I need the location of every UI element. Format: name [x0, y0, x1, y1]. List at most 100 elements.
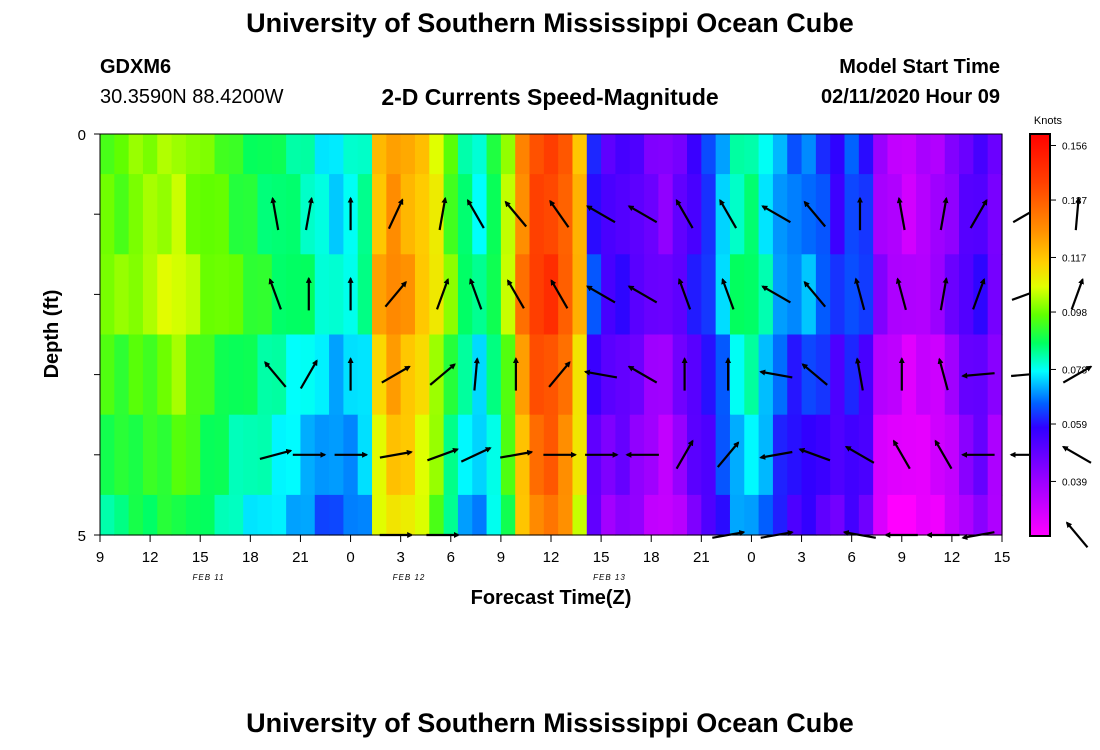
heatmap-cell: [472, 174, 488, 255]
heatmap-cell: [386, 494, 402, 536]
heatmap-cell: [257, 254, 273, 336]
current-vector-arrow: [469, 277, 483, 310]
heatmap-cell: [815, 174, 831, 255]
heatmap-cell: [142, 414, 158, 496]
heatmap-cell: [400, 254, 416, 336]
heatmap-cell: [114, 494, 130, 536]
heatmap-cell: [701, 414, 717, 496]
heatmap-cell: [271, 494, 287, 536]
heatmap-cell: [486, 174, 502, 255]
heatmap-cell: [715, 494, 731, 536]
footer-title: University of Southern Mississippi Ocean…: [246, 708, 854, 738]
current-vector-arrow: [972, 277, 986, 310]
current-vector-arrow: [1065, 521, 1089, 549]
heatmap-cell: [944, 334, 960, 416]
current-vector-arrow: [435, 277, 450, 310]
heatmap-cell: [257, 174, 273, 255]
heatmap-cell: [930, 414, 946, 496]
current-vector-arrow: [627, 205, 658, 224]
heatmap-cell: [200, 174, 216, 255]
current-vector-arrow: [969, 198, 988, 229]
heatmap-cell: [157, 174, 173, 255]
heatmap-cell: [930, 334, 946, 416]
heatmap-cell: [830, 494, 846, 536]
heatmap-cell: [944, 494, 960, 536]
heatmap-cell: [973, 174, 989, 255]
heatmap-cell: [515, 134, 531, 175]
x-tick-label: 15: [994, 549, 1011, 566]
heatmap-cell: [644, 254, 659, 336]
current-vector-arrow: [381, 365, 411, 384]
heatmap-cell: [228, 494, 244, 536]
current-vector-arrow: [304, 196, 314, 231]
current-vector-arrow: [500, 449, 534, 459]
heatmap-cell: [529, 494, 545, 536]
heatmap-cell: [543, 494, 559, 536]
heatmap-cell: [443, 134, 459, 175]
current-vector-arrow: [460, 447, 492, 463]
heatmap-cell: [400, 494, 416, 536]
heatmap-cell: [386, 134, 402, 175]
y-tick-label: 0: [78, 127, 86, 144]
heatmap-cell: [701, 254, 717, 336]
x-tick-label: 21: [693, 549, 710, 566]
heatmap-cell: [615, 254, 631, 336]
heatmap-cell: [830, 414, 846, 496]
heatmap-cell: [257, 334, 273, 416]
heatmap-cell: [157, 414, 173, 496]
heatmap-cell: [801, 254, 817, 336]
heatmap-cell: [987, 254, 1003, 336]
heatmap-cell: [930, 494, 946, 536]
heatmap-cell: [529, 334, 545, 416]
heatmap-cell: [916, 414, 932, 496]
heatmap-cell: [543, 134, 559, 175]
heatmap-cell: [414, 494, 430, 536]
heatmap-cell: [586, 174, 602, 255]
heatmap-cell: [815, 334, 831, 416]
heatmap-cell: [615, 334, 631, 416]
y-tick-label: 5: [78, 528, 86, 545]
heatmap-cell: [758, 334, 774, 416]
heatmap-cell: [701, 494, 717, 536]
heatmap-cell: [801, 494, 817, 536]
heatmap-cell: [572, 414, 588, 496]
current-vector-arrow: [466, 198, 485, 229]
heatmap-cell: [529, 254, 545, 336]
heatmap-cell: [400, 174, 416, 255]
current-vector-arrow: [721, 277, 735, 310]
heatmap-cell: [443, 334, 459, 416]
heatmap-cell: [944, 174, 960, 255]
heatmap-cell: [114, 414, 130, 496]
x-tick-label: 0: [747, 549, 755, 566]
date-label: FEB 13: [593, 573, 626, 582]
colorbar-tick-label: 0.098: [1062, 308, 1087, 319]
x-tick-label: 6: [847, 549, 855, 566]
heatmap-cell: [400, 134, 416, 175]
current-vector-arrow: [270, 196, 280, 231]
heatmap-cell: [114, 174, 130, 255]
heatmap-cell: [100, 414, 115, 496]
heatmap-cell: [171, 254, 187, 336]
heatmap-cell: [930, 254, 946, 336]
heatmap-cell: [200, 414, 216, 496]
heatmap-cell: [687, 414, 702, 496]
heatmap-cell: [901, 174, 917, 255]
heatmap-cell: [672, 174, 688, 255]
station-location: 30.3590N 88.4200W: [100, 86, 284, 108]
current-vector-arrow: [384, 280, 407, 308]
heatmap-cell: [457, 494, 473, 536]
heatmap-cell: [414, 254, 430, 336]
heatmap-cell: [457, 334, 473, 416]
heatmap-cell: [729, 414, 745, 496]
heatmap-cell: [257, 494, 273, 536]
current-vector-arrow: [892, 439, 911, 470]
heatmap-cell: [801, 134, 817, 175]
heatmap-cell: [271, 134, 287, 175]
heatmap-cell: [715, 174, 731, 255]
heatmap-cell: [787, 254, 803, 336]
current-vector-arrow: [627, 285, 658, 304]
current-vector-arrow: [586, 285, 616, 304]
heatmap-cell: [572, 254, 588, 336]
axes: 9 12 15 18 21 0 3 6 9 12 15 18 21 0 3 6 9 12 15 FEB 11 FEB 1…: [78, 127, 1011, 582]
current-vector-arrow: [937, 357, 949, 391]
